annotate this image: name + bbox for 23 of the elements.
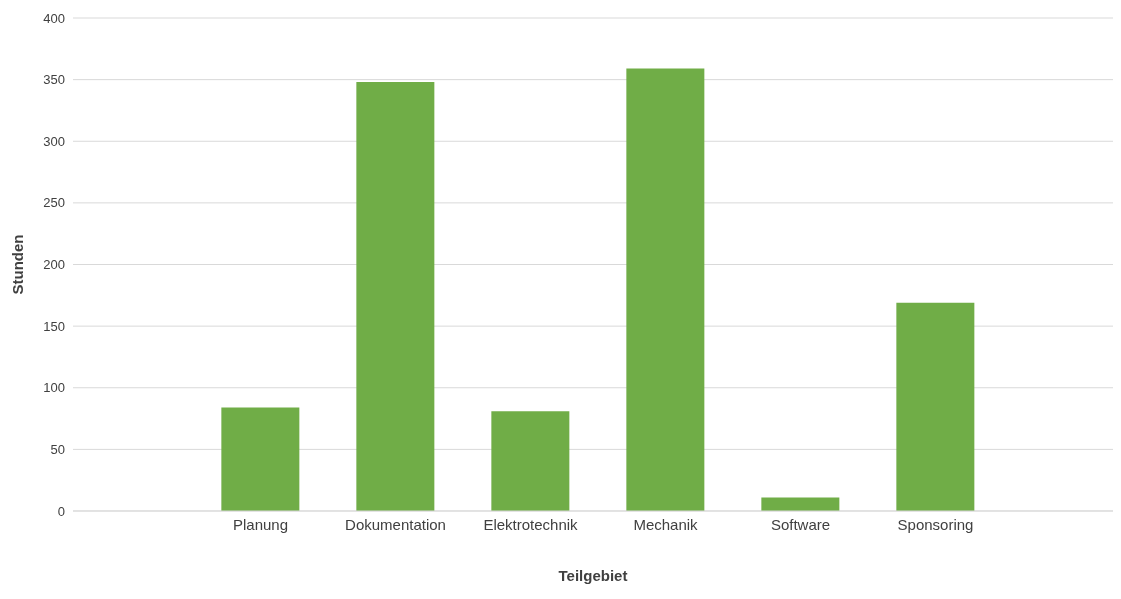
bar [356, 82, 435, 511]
bar [626, 68, 705, 511]
x-tick-label: Software [770, 515, 831, 533]
y-tick-label: 150 [43, 318, 65, 334]
y-axis-title: Stunden [9, 234, 27, 295]
bar [491, 411, 570, 511]
x-axis-title: Teilgebiet [558, 567, 628, 584]
y-tick-label: 300 [43, 133, 65, 149]
bar [761, 497, 840, 511]
y-tick-label: 50 [50, 441, 65, 457]
bar [896, 302, 975, 511]
x-tick-label: Dokumentation [345, 515, 446, 533]
bar [221, 407, 300, 511]
x-tick-label: Planung [232, 515, 289, 533]
x-tick-label: Sponsoring [897, 515, 974, 533]
y-tick-label: 350 [43, 72, 65, 88]
y-tick-label: 200 [43, 257, 65, 273]
x-tick-label: Elektrotechnik [483, 515, 579, 533]
y-tick-label: 100 [43, 380, 65, 396]
y-tick-label: 250 [43, 195, 65, 211]
x-tick-label: Mechanik [633, 515, 699, 533]
y-tick-label: 0 [57, 503, 65, 519]
y-tick-label: 400 [43, 10, 65, 26]
